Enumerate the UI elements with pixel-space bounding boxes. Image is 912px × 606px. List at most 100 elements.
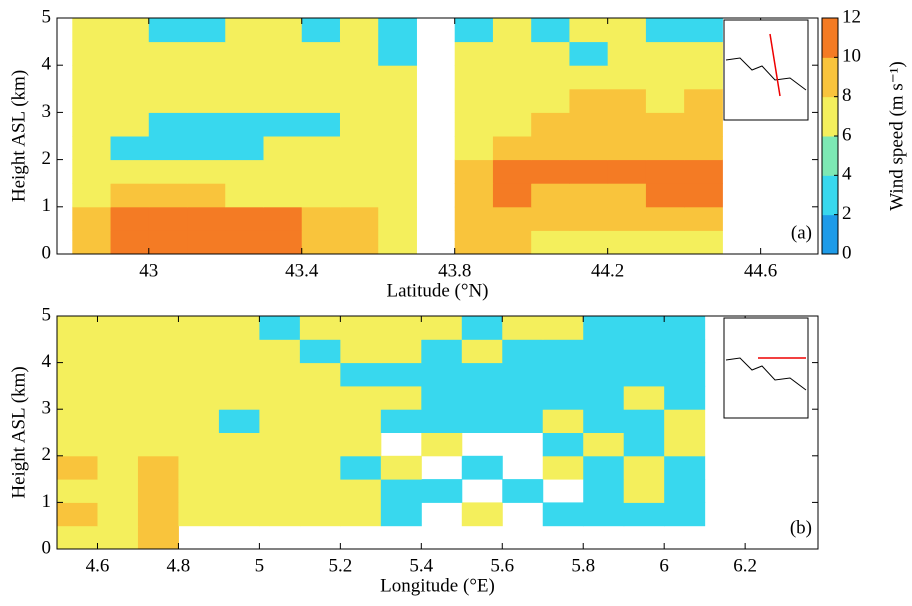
cell xyxy=(664,362,706,387)
cell xyxy=(531,88,570,113)
x-tick-label: 5 xyxy=(255,555,265,576)
cell xyxy=(225,183,265,208)
cell xyxy=(502,316,544,340)
cell xyxy=(97,432,139,457)
x-axis-label: Latitude (°N) xyxy=(386,280,488,301)
cell xyxy=(542,502,584,527)
cell xyxy=(110,65,150,90)
cell xyxy=(454,65,494,90)
cell xyxy=(218,316,260,340)
cell xyxy=(57,502,98,527)
cell xyxy=(97,362,139,387)
cell xyxy=(339,183,379,208)
cell xyxy=(454,112,494,137)
cell xyxy=(263,112,303,137)
cell xyxy=(623,479,665,503)
x-tick-label: 5.4 xyxy=(409,555,433,576)
cell xyxy=(259,339,301,364)
cell xyxy=(531,65,570,90)
cell xyxy=(178,502,220,527)
cell xyxy=(378,41,417,66)
cell xyxy=(263,18,303,43)
y-tick-label: 3 xyxy=(42,398,52,419)
cell xyxy=(421,432,463,457)
cell xyxy=(531,18,570,43)
cell xyxy=(569,136,609,161)
cell xyxy=(187,136,226,161)
cell xyxy=(542,362,584,387)
cell xyxy=(299,409,341,433)
cell xyxy=(542,339,584,364)
x-tick-label: 43 xyxy=(139,260,158,281)
cell xyxy=(148,88,188,113)
cell xyxy=(299,455,341,480)
cell xyxy=(225,206,265,231)
cell xyxy=(607,41,647,66)
cell xyxy=(187,206,226,231)
cell xyxy=(502,409,544,433)
cell xyxy=(57,316,98,340)
cell xyxy=(542,316,584,340)
cell xyxy=(263,206,303,231)
y-tick-label: 0 xyxy=(42,537,52,558)
cell xyxy=(502,339,544,364)
cell xyxy=(461,502,503,527)
cell xyxy=(664,316,706,340)
colorbar-tick-label: 10 xyxy=(842,46,861,67)
cell xyxy=(454,183,494,208)
cell xyxy=(461,362,503,387)
cell xyxy=(645,230,685,255)
x-tick-label: 44.2 xyxy=(591,260,624,281)
cell xyxy=(380,502,422,527)
cell xyxy=(72,65,112,90)
cell xyxy=(178,409,220,433)
cell xyxy=(380,362,422,387)
cell xyxy=(137,479,179,503)
cell xyxy=(225,230,265,255)
cell xyxy=(263,183,303,208)
cell xyxy=(97,502,139,527)
colorbar-band xyxy=(822,57,838,98)
cell xyxy=(492,159,532,184)
x-axis-label: Longitude (°E) xyxy=(380,575,495,596)
cell xyxy=(178,479,220,503)
cell xyxy=(531,230,570,255)
cell xyxy=(583,455,625,480)
cell xyxy=(225,41,265,66)
cell xyxy=(218,362,260,387)
cell xyxy=(380,479,422,503)
cell xyxy=(72,183,112,208)
cell xyxy=(492,230,532,255)
x-tick-label: 4.8 xyxy=(167,555,191,576)
cell xyxy=(461,385,503,410)
cell xyxy=(259,432,301,457)
cell xyxy=(378,65,417,90)
cell xyxy=(542,432,584,457)
cell xyxy=(454,18,494,43)
cell xyxy=(259,409,301,433)
cell xyxy=(684,136,723,161)
cell xyxy=(583,479,625,503)
cell xyxy=(664,339,706,364)
cell xyxy=(684,41,723,66)
cell xyxy=(454,88,494,113)
cell xyxy=(531,183,570,208)
x-tick-label: 5.8 xyxy=(571,555,595,576)
y-tick-label: 5 xyxy=(42,304,52,325)
cell xyxy=(645,41,685,66)
colorbar-tick-label: 0 xyxy=(842,242,852,263)
cell xyxy=(72,230,112,255)
cell xyxy=(607,159,647,184)
cell xyxy=(218,409,260,433)
cell xyxy=(531,136,570,161)
cell xyxy=(72,206,112,231)
cell xyxy=(492,18,532,43)
cell xyxy=(57,362,98,387)
cell xyxy=(340,362,382,387)
cell xyxy=(218,479,260,503)
y-tick-label: 2 xyxy=(42,444,52,465)
cell xyxy=(57,432,98,457)
cell xyxy=(461,409,503,433)
cell xyxy=(664,502,706,527)
